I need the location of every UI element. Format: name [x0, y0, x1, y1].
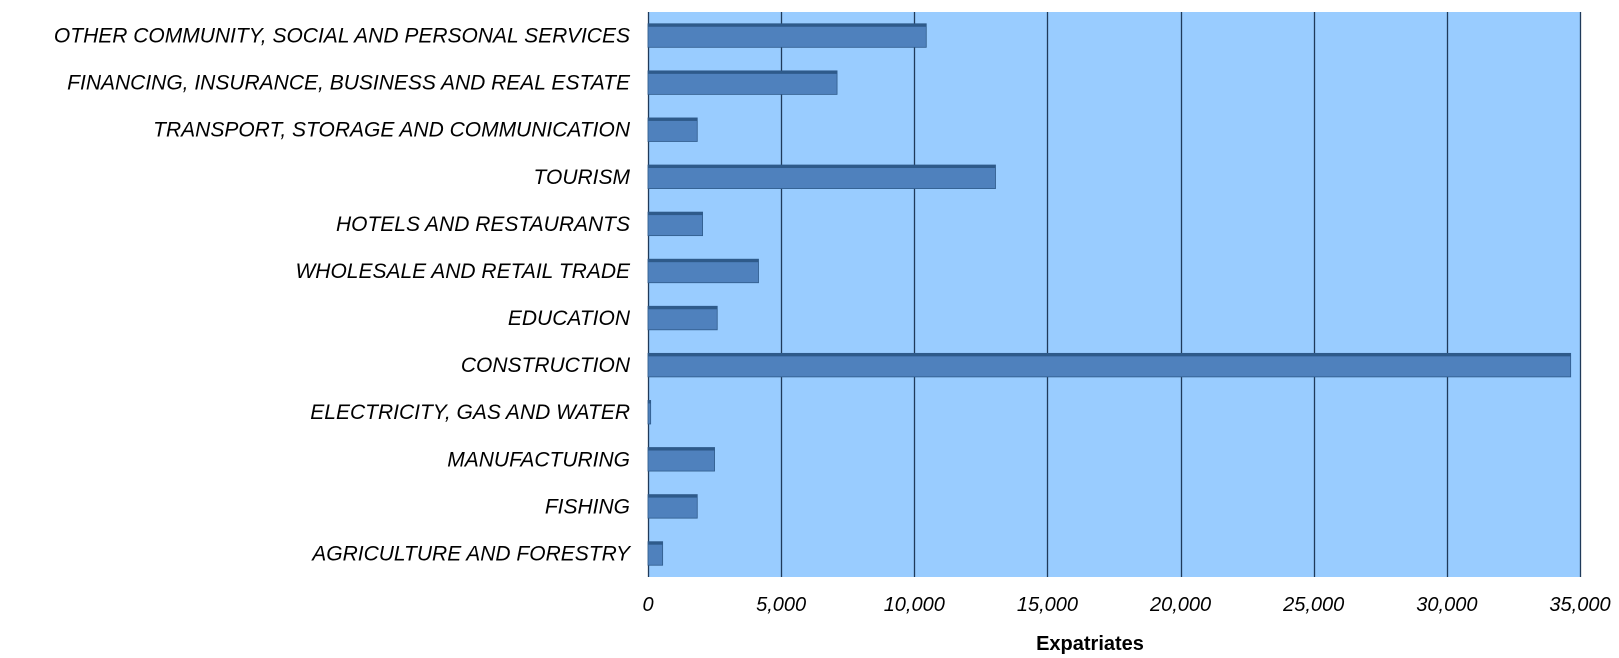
category-label-6: EDUCATION: [508, 307, 631, 330]
bar-3: [647, 164, 996, 189]
x-tick-label-2: 10,000: [884, 594, 945, 616]
bar-4: [647, 211, 703, 237]
bar-top-edge: [648, 447, 715, 451]
category-label-0: OTHER COMMUNITY, SOCIAL AND PERSONAL SER…: [54, 25, 630, 48]
bar-body: [647, 541, 664, 566]
x-tick-labels: 0 5,000 10,000 15,000 20,000 25,000 30,000 35,0…: [642, 594, 1610, 616]
bar-body: [647, 117, 698, 142]
bar-top-edge: [648, 400, 651, 404]
x-tick-label-4: 20,000: [1149, 594, 1211, 616]
bar-top-edge: [648, 259, 759, 263]
bar-body: [647, 164, 996, 189]
category-label-11: AGRICULTURE AND FORESTRY: [310, 542, 632, 565]
bar-2: [647, 117, 698, 142]
bar-body: [647, 447, 715, 472]
category-label-7: CONSTRUCTION: [461, 354, 631, 377]
bar-1: [647, 70, 838, 95]
bar-8: [647, 400, 652, 425]
bar-11: [647, 541, 664, 566]
bar-body: [647, 70, 838, 95]
category-label-1: FINANCING, INSURANCE, BUSINESS AND REAL …: [67, 72, 631, 95]
x-axis-title: Expatriates: [1036, 633, 1144, 655]
grid-lines: [647, 12, 1582, 577]
x-tick-label-3: 15,000: [1017, 594, 1078, 616]
category-label-8: ELECTRICITY, GAS AND WATER: [310, 401, 630, 424]
bar-top-edge: [648, 70, 838, 74]
x-tick-label-5: 25,000: [1282, 594, 1344, 616]
plot-area: [648, 12, 1580, 577]
x-tick-label-1: 5,000: [756, 594, 806, 616]
bar-0: [647, 23, 927, 48]
bar-top-edge: [648, 541, 663, 545]
x-tick-label-6: 30,000: [1416, 594, 1477, 616]
bar-10: [647, 494, 698, 519]
bar-top-edge: [648, 353, 1571, 357]
x-tick-label-0: 0: [642, 594, 653, 616]
bar-body: [647, 258, 759, 284]
bar-body: [647, 352, 1572, 378]
bar-top-edge: [648, 494, 698, 498]
bar-top-edge: [648, 212, 703, 216]
bar-top-edge: [648, 23, 927, 27]
category-label-5: WHOLESALE AND RETAIL TRADE: [295, 260, 631, 283]
bar-top-edge: [648, 165, 996, 169]
x-tick-label-7: 35,000: [1549, 594, 1610, 616]
bar-body: [647, 211, 703, 237]
bar-6: [647, 305, 718, 331]
bar-7: [647, 352, 1572, 378]
bars: [647, 23, 1572, 566]
category-labels: OTHER COMMUNITY, SOCIAL AND PERSONAL SER…: [54, 25, 632, 566]
category-label-3: TOURISM: [534, 166, 631, 189]
bar-body: [647, 494, 698, 519]
bar-9: [647, 447, 715, 472]
bar-body: [647, 400, 652, 425]
bar-body: [647, 23, 927, 48]
category-label-4: HOTELS AND RESTAURANTS: [336, 213, 630, 236]
bar-top-edge: [648, 306, 718, 310]
bar-body: [647, 305, 718, 331]
bar-5: [647, 258, 759, 284]
category-label-9: MANUFACTURING: [447, 448, 630, 471]
category-label-2: TRANSPORT, STORAGE AND COMMUNICATION: [153, 119, 631, 142]
category-label-10: FISHING: [545, 495, 630, 518]
bar-top-edge: [648, 117, 698, 121]
